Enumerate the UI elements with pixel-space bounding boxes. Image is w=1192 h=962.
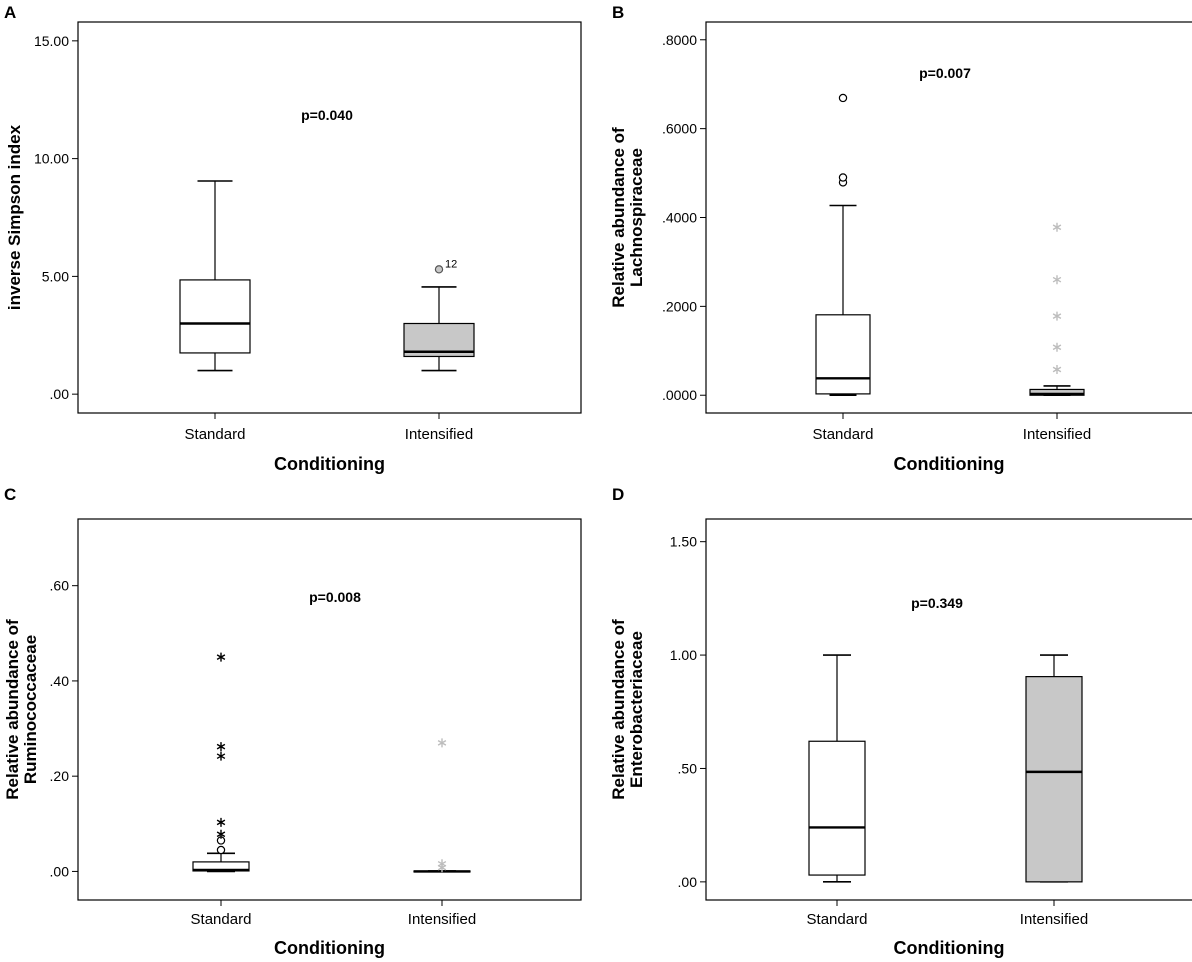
y-tick-label: 5.00 xyxy=(42,268,69,284)
y-tick-label: .00 xyxy=(678,874,698,890)
y-axis-title: Relative abundance of xyxy=(609,619,628,800)
x-tick-label: Intensified xyxy=(1020,911,1088,928)
boxplot-standard xyxy=(815,93,871,397)
boxplot-intensified xyxy=(1029,222,1085,397)
outlier-point xyxy=(838,93,848,103)
boxplot-intensified xyxy=(413,738,471,873)
x-tick-label: Standard xyxy=(191,911,252,928)
outlier-point xyxy=(216,845,226,855)
panel-letter: B xyxy=(612,3,624,22)
outlier-point xyxy=(838,173,848,182)
panel-letter: C xyxy=(4,485,16,504)
iqr-box xyxy=(808,740,866,876)
extreme-point xyxy=(216,751,226,761)
x-tick-label: Intensified xyxy=(1023,426,1091,443)
y-tick-label: .50 xyxy=(678,760,698,776)
p-value-annotation: p=0.040 xyxy=(301,107,353,123)
x-tick-label: Standard xyxy=(813,426,874,443)
extreme-point xyxy=(437,859,447,869)
y-tick-label: 15.00 xyxy=(34,33,69,49)
iqr-box xyxy=(815,314,871,395)
p-value-annotation: p=0.008 xyxy=(309,589,361,605)
x-tick-label: Intensified xyxy=(408,911,476,928)
extreme-point xyxy=(216,742,226,752)
y-tick-label: .00 xyxy=(50,863,70,879)
y-axis-title: inverse Simpson index xyxy=(5,124,24,310)
x-axis-title: Conditioning xyxy=(274,454,385,474)
y-tick-label: .20 xyxy=(50,768,70,784)
panel-b: B .0000 .2000 .4000 .6000 .8000 Relative abund… xyxy=(609,3,1192,474)
iqr-box xyxy=(179,279,251,354)
panel-a: A .00 5.00 10.00 15.00 inverse Simpson index S… xyxy=(4,3,582,474)
plot-frame xyxy=(705,518,1192,901)
panel-d: D .00 .50 1.00 1.50 Relative abundance of Ente… xyxy=(609,485,1192,958)
y-tick-label: 10.00 xyxy=(34,151,69,167)
y-tick-label: .60 xyxy=(50,578,70,594)
extreme-point xyxy=(1052,364,1062,374)
plot-frame xyxy=(77,518,582,901)
y-axis-title: Lachnospiraceae xyxy=(627,148,646,287)
extreme-point xyxy=(216,652,226,662)
boxplot-standard xyxy=(808,654,866,883)
plot-frame xyxy=(77,21,582,414)
x-axis-title: Conditioning xyxy=(894,938,1005,958)
extreme-point xyxy=(1052,275,1062,285)
boxplot-intensified: 12 xyxy=(403,258,475,372)
panel-letter: D xyxy=(612,485,624,504)
y-tick-label: .4000 xyxy=(662,210,697,226)
x-axis-title: Conditioning xyxy=(274,938,385,958)
panel-letter: A xyxy=(4,3,16,22)
p-value-annotation: p=0.007 xyxy=(919,65,971,81)
y-tick-label: 1.00 xyxy=(670,647,697,663)
y-tick-label: .8000 xyxy=(662,32,697,48)
iqr-box xyxy=(1025,676,1083,883)
extreme-point xyxy=(1052,222,1062,232)
y-tick-label: .0000 xyxy=(662,387,697,403)
boxplot-intensified xyxy=(1025,654,1083,883)
outlier-point xyxy=(434,265,444,274)
y-axis-title: Enterobacteriaceae xyxy=(627,631,646,788)
extreme-point xyxy=(1052,311,1062,321)
y-tick-label: .2000 xyxy=(662,298,697,314)
panel-c: C .00 .20 .40 .60 Relative abundance of Rumino… xyxy=(3,485,582,958)
extreme-point xyxy=(216,817,226,827)
extreme-point xyxy=(437,738,447,748)
y-axis-title: Relative abundance of xyxy=(609,127,628,308)
y-axis-title: Relative abundance of xyxy=(3,619,22,800)
y-tick-label: .6000 xyxy=(662,121,697,137)
extreme-point xyxy=(216,829,226,839)
boxplot-standard xyxy=(192,652,250,873)
iqr-box xyxy=(1029,388,1085,396)
y-axis-title: Ruminococcaceae xyxy=(21,635,40,784)
x-tick-label: Standard xyxy=(807,911,868,928)
y-tick-label: 1.50 xyxy=(670,534,697,550)
boxplot-standard xyxy=(179,180,251,372)
extreme-point xyxy=(1052,342,1062,352)
p-value-annotation: p=0.349 xyxy=(911,595,963,611)
y-tick-label: .00 xyxy=(50,386,70,402)
x-axis-title: Conditioning xyxy=(894,454,1005,474)
x-tick-label: Standard xyxy=(185,426,246,443)
y-tick-label: .40 xyxy=(50,673,70,689)
x-tick-label: Intensified xyxy=(405,426,473,443)
outlier-case-label: 12 xyxy=(445,258,457,270)
